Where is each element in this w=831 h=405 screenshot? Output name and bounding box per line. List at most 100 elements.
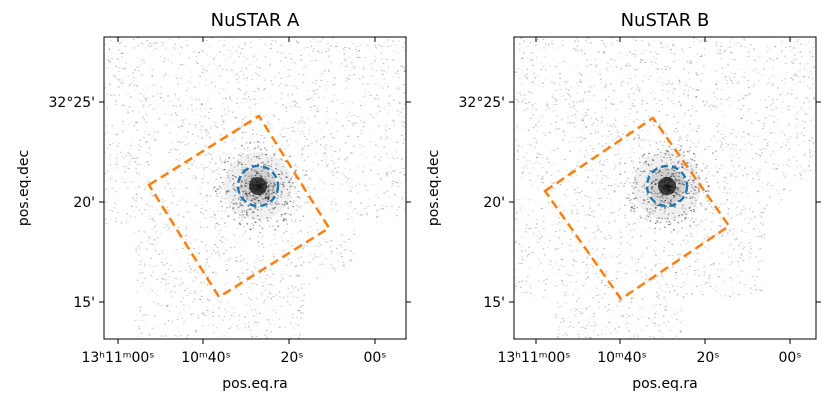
counts-speckle (117, 58, 119, 60)
counts-speckle (719, 270, 722, 272)
counts-speckle (199, 298, 202, 300)
counts-speckle (283, 136, 286, 138)
counts-speckle (717, 52, 719, 54)
counts-speckle (654, 204, 657, 206)
counts-speckle (722, 137, 724, 139)
counts-speckle (587, 324, 589, 326)
counts-speckle (245, 193, 247, 195)
counts-speckle (562, 95, 565, 97)
counts-speckle (647, 79, 650, 81)
counts-speckle (197, 317, 200, 319)
counts-speckle (515, 282, 518, 284)
counts-speckle (777, 87, 779, 89)
counts-speckle (245, 182, 247, 184)
counts-speckle (298, 275, 301, 277)
counts-speckle (763, 233, 766, 235)
counts-speckle (556, 99, 559, 101)
counts-speckle (699, 290, 702, 292)
counts-speckle (635, 170, 637, 172)
counts-speckle (179, 104, 182, 106)
counts-speckle (179, 278, 182, 280)
counts-speckle (218, 185, 221, 187)
counts-speckle (677, 254, 679, 256)
counts-speckle (389, 128, 392, 130)
counts-speckle (719, 218, 722, 220)
counts-speckle (219, 156, 222, 158)
counts-speckle (219, 159, 221, 161)
counts-speckle (238, 319, 240, 321)
counts-speckle (244, 132, 246, 134)
counts-speckle (750, 147, 753, 149)
counts-speckle (379, 136, 382, 138)
counts-speckle (385, 127, 387, 129)
counts-speckle (663, 296, 665, 298)
counts-speckle (523, 94, 526, 96)
counts-speckle (521, 172, 524, 174)
counts-speckle (537, 230, 540, 232)
counts-speckle (588, 99, 591, 101)
counts-speckle (275, 193, 277, 195)
counts-speckle (690, 115, 692, 117)
counts-speckle (317, 162, 320, 164)
counts-speckle (664, 291, 667, 293)
counts-speckle (175, 74, 177, 76)
counts-speckle (729, 276, 732, 278)
counts-speckle (315, 109, 317, 111)
counts-speckle (657, 297, 660, 299)
counts-speckle (800, 56, 803, 58)
counts-speckle (764, 208, 766, 210)
counts-speckle (350, 250, 352, 252)
counts-speckle (122, 131, 124, 133)
counts-speckle (349, 206, 352, 208)
counts-speckle (225, 269, 228, 271)
counts-speckle (301, 116, 303, 118)
counts-speckle (124, 181, 127, 183)
counts-speckle (665, 284, 668, 286)
counts-speckle (641, 60, 643, 62)
counts-speckle (564, 158, 566, 160)
counts-speckle (753, 285, 756, 287)
counts-speckle (150, 275, 153, 277)
counts-speckle (263, 289, 266, 291)
counts-speckle (296, 196, 299, 198)
counts-speckle (135, 121, 137, 123)
counts-speckle (130, 155, 132, 157)
counts-speckle (702, 101, 704, 103)
counts-speckle (750, 218, 752, 220)
counts-speckle (169, 132, 172, 134)
counts-speckle (225, 193, 228, 195)
counts-speckle (353, 233, 356, 235)
counts-speckle (659, 228, 661, 230)
counts-speckle (660, 289, 663, 291)
counts-speckle (189, 292, 191, 294)
counts-speckle (629, 65, 631, 67)
counts-speckle (295, 192, 297, 194)
counts-speckle (562, 130, 565, 132)
counts-speckle (556, 128, 558, 130)
counts-speckle (241, 131, 243, 133)
counts-speckle (314, 59, 317, 61)
counts-speckle (523, 75, 526, 77)
counts-speckle (340, 183, 343, 185)
counts-speckle (188, 307, 190, 309)
counts-speckle (286, 189, 288, 191)
counts-speckle (570, 213, 573, 215)
counts-speckle (245, 303, 247, 305)
counts-speckle (287, 256, 289, 258)
counts-speckle (720, 144, 723, 146)
counts-speckle (120, 52, 123, 54)
counts-speckle (109, 218, 112, 220)
counts-speckle (139, 93, 142, 95)
counts-speckle (687, 217, 690, 219)
counts-speckle (655, 311, 658, 313)
counts-speckle (738, 165, 741, 167)
counts-speckle (704, 48, 706, 50)
counts-speckle (131, 157, 134, 159)
counts-speckle (331, 266, 333, 268)
counts-speckle (716, 107, 719, 109)
counts-speckle (363, 95, 366, 97)
counts-speckle (251, 169, 254, 171)
counts-speckle (561, 40, 564, 42)
counts-speckle (608, 96, 610, 98)
counts-speckle (191, 103, 193, 105)
